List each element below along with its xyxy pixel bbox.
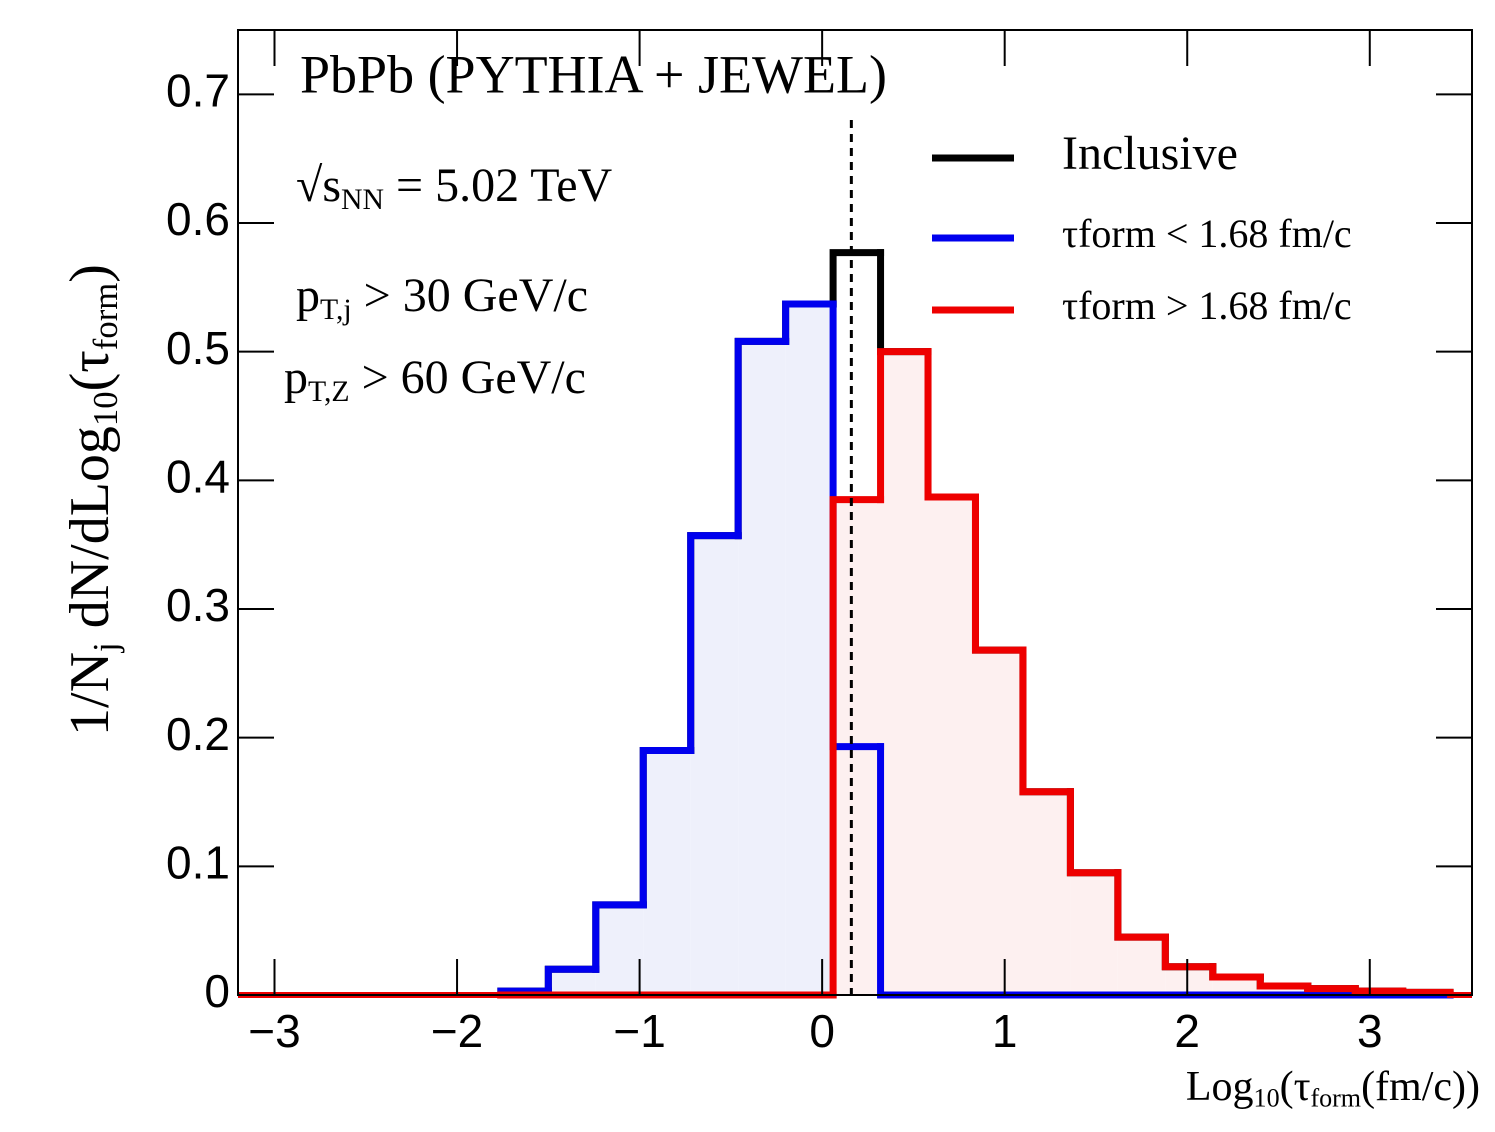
- y-tick-label: 0.6: [166, 193, 230, 245]
- histogram-step: [877, 348, 932, 504]
- histogram-step: [1256, 973, 1312, 990]
- histogram-step: [639, 747, 695, 909]
- x-tick-label: 0: [809, 1005, 835, 1057]
- histogram-step: [971, 493, 1027, 654]
- histogram-step: [1019, 646, 1074, 796]
- histogram-step: [592, 901, 647, 973]
- histogram-step: [1066, 788, 1122, 877]
- bar-fill: [1070, 872, 1118, 995]
- histogram-step: [544, 965, 600, 995]
- bar-fill: [690, 535, 739, 995]
- y-tick-label: 0.5: [166, 322, 230, 374]
- bar-fill: [595, 904, 644, 995]
- text-part: 1/N: [59, 652, 121, 736]
- label: pT,j > 30 GeV/c: [296, 269, 588, 326]
- histogram-step: [1304, 982, 1359, 993]
- bar-fill: [548, 969, 596, 995]
- label: √sNN = 5.02 TeV: [296, 159, 612, 216]
- histogram-step: [829, 249, 885, 308]
- histogram-step: [1351, 985, 1407, 995]
- text-part: p: [296, 269, 320, 322]
- subscript: T,j: [320, 293, 352, 326]
- histogram-step: [782, 300, 837, 345]
- text-part: = 5.02 TeV: [384, 159, 612, 212]
- histogram-step: [734, 337, 790, 540]
- histogram-step: [1019, 646, 1074, 796]
- y-tick-label: 0.1: [166, 836, 230, 888]
- histogram-step: [1114, 869, 1169, 941]
- bar-fill: [1022, 791, 1071, 995]
- histogram-step: [1161, 933, 1217, 971]
- text-part: Log: [1186, 1064, 1254, 1110]
- bar-fill: [1117, 937, 1166, 995]
- x-tick-label: 1: [992, 1005, 1018, 1057]
- subscript: 10: [86, 391, 125, 426]
- legend-label: Inclusive: [1062, 127, 1238, 180]
- bar-fill: [738, 341, 786, 996]
- bar-fill: [643, 750, 691, 995]
- histogram-step: [1209, 963, 1264, 981]
- text-part: √s: [296, 159, 341, 212]
- x-tick-label: 2: [1174, 1005, 1200, 1057]
- bar-fill: [785, 304, 834, 995]
- text-part: > 60 GeV/c: [350, 351, 586, 404]
- x-tick-label: 3: [1357, 1005, 1383, 1057]
- text-part: ): [59, 264, 121, 283]
- histogram-step: [1399, 987, 1454, 996]
- y-tick-label: 0.3: [166, 579, 230, 631]
- histogram-step: [924, 348, 979, 501]
- subscript: 10: [1254, 1083, 1280, 1112]
- histogram-step: [829, 496, 885, 999]
- bar-fill: [975, 650, 1023, 995]
- y-tick-label: 0.2: [166, 708, 230, 760]
- legend-label: τform < 1.68 fm/c: [1062, 211, 1352, 256]
- histogram-step: [1161, 933, 1217, 971]
- subscript: NN: [341, 183, 384, 216]
- text-part: dN/dLog: [59, 426, 121, 642]
- plot-frame: [237, 29, 1473, 996]
- bar-fill: [1212, 976, 1261, 995]
- label: pT,Z > 60 GeV/c: [284, 351, 586, 408]
- y-tick-label: 0.7: [166, 64, 230, 116]
- bar-fill: [1260, 985, 1308, 995]
- label: 1/Nj dN/dLog10(τform): [59, 264, 125, 736]
- text-part: p: [284, 351, 308, 404]
- histogram-step: [1066, 788, 1122, 877]
- histogram-step: [1114, 869, 1169, 941]
- histogram-step: [924, 348, 979, 501]
- subscript: form: [1310, 1083, 1361, 1112]
- histogram-step: [877, 249, 932, 356]
- legend-label: τform > 1.68 fm/c: [1062, 283, 1352, 328]
- histogram-step: [971, 493, 1027, 654]
- x-tick-label: −2: [431, 1005, 483, 1057]
- x-tick-label: −1: [613, 1005, 665, 1057]
- subscript: j: [86, 642, 125, 653]
- bar-fill: [1165, 966, 1213, 995]
- text-part: > 30 GeV/c: [352, 269, 588, 322]
- label: Log10(τform(fm/c)): [1186, 1064, 1480, 1113]
- bar-fill: [880, 351, 929, 996]
- text-part: (τ: [59, 350, 121, 391]
- subscript: T,Z: [308, 375, 350, 408]
- bar-fill: [928, 497, 976, 995]
- histogram-step: [687, 532, 742, 755]
- y-tick-label: 0: [204, 965, 230, 1017]
- y-tick-label: 0.4: [166, 450, 230, 502]
- text-part: (fm/c)): [1361, 1064, 1480, 1110]
- subscript: form: [86, 283, 125, 351]
- x-tick-label: −3: [248, 1005, 300, 1057]
- text-part: (τ: [1280, 1064, 1311, 1110]
- chart-title: PbPb (PYTHIA + JEWEL): [300, 44, 887, 104]
